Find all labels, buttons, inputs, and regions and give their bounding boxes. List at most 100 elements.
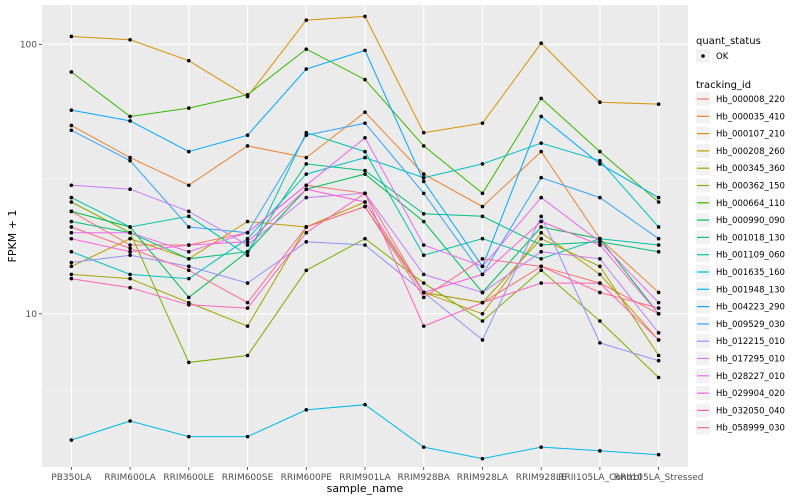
data-point (128, 419, 132, 423)
data-point (656, 290, 661, 295)
data-point (304, 240, 309, 244)
data-point (598, 281, 602, 285)
data-point (598, 149, 602, 154)
data-point (304, 230, 309, 235)
legend-label: Hb_000362_150 (716, 182, 785, 192)
data-point (539, 219, 543, 224)
data-point (69, 249, 74, 254)
data-point (128, 158, 132, 163)
data-point (656, 353, 661, 358)
data-point (128, 230, 132, 235)
data-point (421, 243, 426, 247)
data-point (421, 144, 426, 148)
data-point (539, 281, 543, 285)
data-point (69, 260, 74, 265)
data-point (656, 200, 661, 204)
point-legend-title: quant_status (696, 36, 761, 47)
legend: quant_status OK tracking_id Hb_000008_22… (696, 36, 785, 435)
data-point (187, 149, 191, 154)
data-point (539, 243, 543, 247)
data-point (187, 360, 191, 365)
data-point (245, 92, 250, 97)
data-point (363, 149, 367, 154)
data-point (656, 195, 661, 200)
x-tick-label: RRII105LA_Control (558, 473, 641, 483)
data-point (245, 219, 250, 224)
data-point (539, 225, 543, 229)
data-point (363, 172, 367, 176)
data-point (187, 264, 191, 269)
legend-label: Hb_009529_030 (716, 320, 785, 330)
data-point (128, 225, 132, 229)
data-point (69, 230, 74, 235)
data-point (421, 175, 426, 180)
data-point (363, 243, 367, 247)
data-point (69, 70, 74, 74)
data-point (421, 130, 426, 135)
x-tick-label: RRIM928LE (516, 473, 567, 483)
data-point (598, 236, 602, 241)
data-point (539, 230, 543, 235)
y-axis-title: FPKM + 1 (6, 210, 19, 263)
data-point (598, 449, 602, 453)
data-point (245, 253, 250, 257)
data-point (128, 272, 132, 277)
x-tick-label: RRIM600LE (163, 473, 214, 483)
data-point (69, 209, 74, 214)
data-point (656, 300, 661, 305)
data-point (363, 14, 367, 19)
data-point (128, 285, 132, 290)
data-point (69, 34, 74, 39)
x-tick-label: RRIM901LA (339, 473, 391, 483)
data-point (480, 236, 485, 241)
data-point (598, 319, 602, 323)
data-point (539, 249, 543, 254)
data-point (598, 243, 602, 247)
data-point (363, 110, 367, 115)
data-point (69, 128, 74, 133)
y-tick-label: 100 (20, 40, 37, 50)
data-point (245, 324, 250, 328)
legend-label: Hb_000990_090 (716, 216, 785, 226)
data-point (245, 236, 250, 241)
grid-lines (42, 5, 688, 467)
data-point (69, 225, 74, 229)
data-point (245, 230, 250, 235)
data-point (363, 136, 367, 140)
legend-label: Hb_017295_010 (716, 355, 785, 365)
legend-label: Hb_001948_130 (716, 285, 785, 295)
data-point (480, 300, 485, 305)
data-point (304, 408, 309, 412)
data-point (480, 214, 485, 219)
x-tick-label: RRIM928LA (457, 473, 509, 483)
data-point (128, 253, 132, 257)
data-point (539, 175, 543, 180)
data-point (69, 219, 74, 224)
data-point (363, 236, 367, 241)
legend-label: Hb_004223_290 (716, 303, 785, 313)
legend-label: OK (716, 52, 729, 62)
data-point (656, 225, 661, 229)
data-point (304, 133, 309, 138)
data-point (245, 249, 250, 254)
data-point (187, 243, 191, 247)
data-point (245, 144, 250, 148)
data-point (128, 249, 132, 254)
data-point (245, 434, 250, 439)
data-point (304, 183, 309, 188)
data-point (656, 452, 661, 457)
data-point (128, 187, 132, 192)
data-point (363, 204, 367, 209)
data-point (245, 300, 250, 305)
data-point (304, 225, 309, 229)
data-point (187, 257, 191, 261)
data-point (187, 268, 191, 273)
data-point (598, 264, 602, 269)
data-point (245, 353, 250, 358)
x-tick-label: PB350LA (51, 473, 92, 483)
data-point (128, 243, 132, 247)
data-point (539, 264, 543, 269)
data-point (69, 272, 74, 277)
data-point (304, 47, 309, 51)
x-tick-label: RRIM600LA (104, 473, 156, 483)
